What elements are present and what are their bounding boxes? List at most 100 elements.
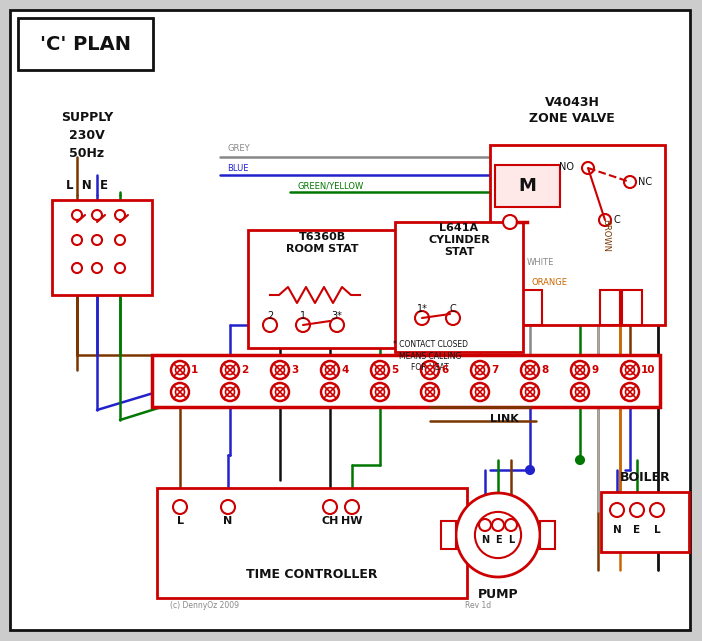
Circle shape (92, 210, 102, 220)
Text: GREY: GREY (227, 144, 250, 153)
Circle shape (475, 512, 521, 558)
Circle shape (526, 365, 534, 374)
Text: 'C' PLAN: 'C' PLAN (39, 35, 131, 53)
FancyBboxPatch shape (495, 165, 560, 207)
Circle shape (471, 383, 489, 401)
Text: NO: NO (559, 162, 574, 172)
Text: L: L (176, 516, 183, 526)
FancyBboxPatch shape (157, 488, 467, 598)
Circle shape (271, 361, 289, 379)
Text: 5: 5 (391, 365, 398, 375)
Circle shape (323, 500, 337, 514)
Circle shape (621, 383, 639, 401)
Circle shape (176, 365, 185, 374)
Circle shape (271, 383, 289, 401)
Circle shape (326, 388, 334, 397)
Text: SUPPLY
230V
50Hz: SUPPLY 230V 50Hz (61, 110, 113, 160)
Text: V4043H
ZONE VALVE: V4043H ZONE VALVE (529, 96, 615, 124)
Circle shape (425, 365, 435, 374)
Text: N: N (223, 516, 232, 526)
Text: CH: CH (322, 516, 338, 526)
Circle shape (576, 365, 585, 374)
Text: M: M (518, 177, 536, 195)
Circle shape (221, 500, 235, 514)
Circle shape (225, 388, 234, 397)
Circle shape (625, 388, 635, 397)
Text: N: N (613, 525, 621, 535)
FancyBboxPatch shape (152, 355, 660, 407)
Text: 10: 10 (641, 365, 656, 375)
Text: C: C (613, 215, 620, 225)
Circle shape (330, 318, 344, 332)
FancyBboxPatch shape (10, 10, 690, 630)
Circle shape (621, 361, 639, 379)
Text: * CONTACT CLOSED
MEANS CALLING
FOR HEAT: * CONTACT CLOSED MEANS CALLING FOR HEAT (392, 340, 468, 372)
Circle shape (571, 361, 589, 379)
Text: GREEN/YELLOW: GREEN/YELLOW (297, 181, 363, 190)
FancyBboxPatch shape (18, 18, 153, 70)
Text: 2: 2 (267, 311, 273, 321)
Circle shape (610, 503, 624, 517)
Circle shape (415, 311, 429, 325)
Circle shape (221, 383, 239, 401)
Circle shape (503, 215, 517, 229)
Circle shape (371, 361, 389, 379)
Circle shape (296, 318, 310, 332)
Circle shape (72, 235, 82, 245)
Circle shape (425, 388, 435, 397)
Text: NC: NC (638, 177, 652, 187)
Text: Rev 1d: Rev 1d (465, 601, 491, 610)
Text: WHITE: WHITE (526, 258, 554, 267)
FancyBboxPatch shape (248, 230, 396, 348)
Text: L: L (508, 535, 514, 545)
FancyBboxPatch shape (395, 222, 523, 352)
Circle shape (475, 388, 484, 397)
Circle shape (376, 388, 385, 397)
Circle shape (526, 388, 534, 397)
Circle shape (576, 456, 584, 464)
FancyBboxPatch shape (52, 200, 152, 295)
Circle shape (115, 210, 125, 220)
Circle shape (650, 503, 664, 517)
Text: 6: 6 (441, 365, 449, 375)
Circle shape (345, 500, 359, 514)
Text: BLUE: BLUE (227, 164, 249, 173)
FancyBboxPatch shape (500, 290, 520, 325)
Circle shape (576, 388, 585, 397)
Circle shape (171, 361, 189, 379)
Circle shape (599, 214, 611, 226)
Circle shape (72, 263, 82, 273)
Circle shape (92, 235, 102, 245)
Text: E: E (495, 535, 501, 545)
Text: 4: 4 (341, 365, 348, 375)
Circle shape (571, 383, 589, 401)
Text: C: C (449, 304, 456, 314)
Circle shape (479, 519, 491, 531)
Text: 7: 7 (491, 365, 498, 375)
Text: L  N  E: L N E (66, 178, 108, 192)
Circle shape (446, 311, 460, 325)
Text: 3*: 3* (331, 311, 343, 321)
FancyBboxPatch shape (490, 145, 665, 325)
Text: 3: 3 (291, 365, 298, 375)
FancyBboxPatch shape (522, 290, 542, 325)
Text: 2: 2 (241, 365, 249, 375)
Text: HW: HW (341, 516, 363, 526)
Text: LINK: LINK (489, 414, 518, 424)
FancyBboxPatch shape (441, 521, 456, 549)
Circle shape (72, 210, 82, 220)
Circle shape (625, 365, 635, 374)
Text: 1: 1 (300, 311, 306, 321)
Text: (c) DennyOz 2009: (c) DennyOz 2009 (170, 601, 239, 610)
Circle shape (115, 235, 125, 245)
Circle shape (275, 388, 284, 397)
Text: 9: 9 (591, 365, 598, 375)
Circle shape (505, 519, 517, 531)
Text: L: L (654, 525, 661, 535)
Text: N: N (481, 535, 489, 545)
Text: ORANGE: ORANGE (532, 278, 568, 287)
Text: E: E (633, 525, 640, 535)
Circle shape (115, 263, 125, 273)
Circle shape (173, 500, 187, 514)
Circle shape (321, 361, 339, 379)
